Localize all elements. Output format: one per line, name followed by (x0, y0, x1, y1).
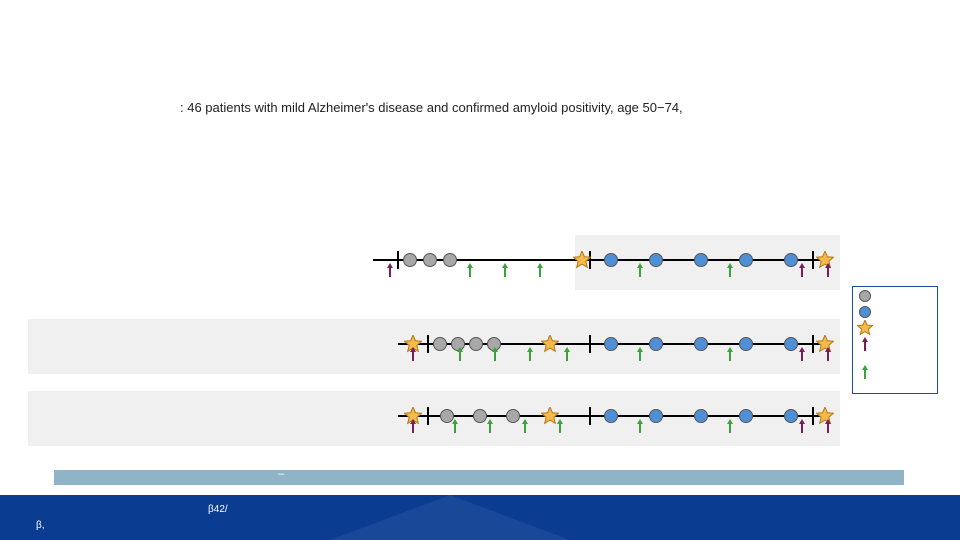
timeline-tick (812, 335, 814, 353)
arrow-safety (459, 351, 461, 361)
visit-circle (784, 337, 798, 351)
footer-note: β, (36, 520, 45, 531)
arrow-safety (489, 423, 491, 433)
arrow-head-icon (637, 419, 643, 424)
visit-circle (473, 409, 487, 423)
arrow-safety (729, 423, 731, 433)
arrow-head-icon (502, 263, 508, 268)
timeline-tick (397, 251, 399, 269)
visit-circle (604, 253, 618, 267)
arrow-safety (494, 351, 496, 361)
cohort-bg-rect (28, 391, 840, 446)
arrow-mri (827, 423, 829, 433)
timeline-tick (589, 335, 591, 353)
arrow-head-icon (410, 347, 416, 352)
footer-triangle-decor (330, 495, 570, 540)
arrow-safety (639, 423, 641, 433)
decor-band (54, 470, 904, 485)
arrow-safety (539, 267, 541, 277)
arrow-safety (469, 267, 471, 277)
visit-circle (433, 337, 447, 351)
visit-circle (423, 253, 437, 267)
arrow-head-icon (457, 347, 463, 352)
arrow-safety (639, 267, 641, 277)
visit-circle (739, 253, 753, 267)
arrow-mri (389, 267, 391, 277)
arrow-safety (559, 423, 561, 433)
timeline-axis (373, 259, 830, 261)
arrow-safety (529, 351, 531, 361)
arrow-head-icon (825, 263, 831, 268)
arrow-mri (827, 267, 829, 277)
arrow-mri (412, 423, 414, 433)
arrow-head-icon (799, 263, 805, 268)
arrow-safety (524, 423, 526, 433)
visit-circle (784, 409, 798, 423)
arrow-head-icon (825, 347, 831, 352)
visit-circle (604, 409, 618, 423)
arrow-safety (504, 267, 506, 277)
population-heading: : 46 patients with mild Alzheimer's dise… (180, 100, 683, 115)
timeline-tick (812, 407, 814, 425)
arrow-safety (729, 351, 731, 361)
arrow-head-icon (799, 419, 805, 424)
arrow-head-icon (637, 263, 643, 268)
visit-circle (443, 253, 457, 267)
arrow-head-icon (522, 419, 528, 424)
visit-circle (859, 306, 871, 318)
arrow-mri (827, 351, 829, 361)
visit-circle (604, 337, 618, 351)
visit-circle (859, 290, 871, 302)
arrow-head-icon (537, 263, 543, 268)
arrow-mri (864, 341, 866, 351)
timeline-tick (812, 251, 814, 269)
visit-circle (649, 253, 663, 267)
visit-circle (784, 253, 798, 267)
arrow-head-icon (727, 347, 733, 352)
dash-text: – (278, 468, 284, 480)
arrow-head-icon (452, 419, 458, 424)
arrow-mri (801, 267, 803, 277)
arrow-head-icon (727, 419, 733, 424)
arrow-head-icon (862, 365, 868, 370)
visit-circle (739, 409, 753, 423)
arrow-head-icon (487, 419, 493, 424)
mri-star-icon (541, 335, 559, 353)
arrow-safety (566, 351, 568, 361)
arrow-safety (864, 369, 866, 379)
visit-circle (694, 409, 708, 423)
visit-circle (694, 253, 708, 267)
arrow-safety (454, 423, 456, 433)
arrow-head-icon (557, 419, 563, 424)
arrow-head-icon (467, 263, 473, 268)
arrow-head-icon (492, 347, 498, 352)
visit-circle (649, 409, 663, 423)
arrow-safety (639, 351, 641, 361)
mri-star-icon (573, 251, 591, 269)
arrow-head-icon (527, 347, 533, 352)
visit-circle (506, 409, 520, 423)
visit-circle (739, 337, 753, 351)
visit-circle (694, 337, 708, 351)
arrow-mri (801, 423, 803, 433)
visit-circle (649, 337, 663, 351)
timeline-tick (427, 335, 429, 353)
arrow-mri (412, 351, 414, 361)
arrow-head-icon (387, 263, 393, 268)
arrow-head-icon (637, 347, 643, 352)
arrow-head-icon (564, 347, 570, 352)
mri-star-icon (857, 320, 873, 336)
arrow-head-icon (799, 347, 805, 352)
visit-circle (403, 253, 417, 267)
arrow-safety (729, 267, 731, 277)
timeline-tick (427, 407, 429, 425)
arrow-head-icon (727, 263, 733, 268)
arrow-head-icon (862, 337, 868, 342)
timeline-tick (589, 407, 591, 425)
arrow-head-icon (825, 419, 831, 424)
arrow-mri (801, 351, 803, 361)
footer-note: β42/ (208, 504, 228, 515)
visit-circle (469, 337, 483, 351)
arrow-head-icon (410, 419, 416, 424)
